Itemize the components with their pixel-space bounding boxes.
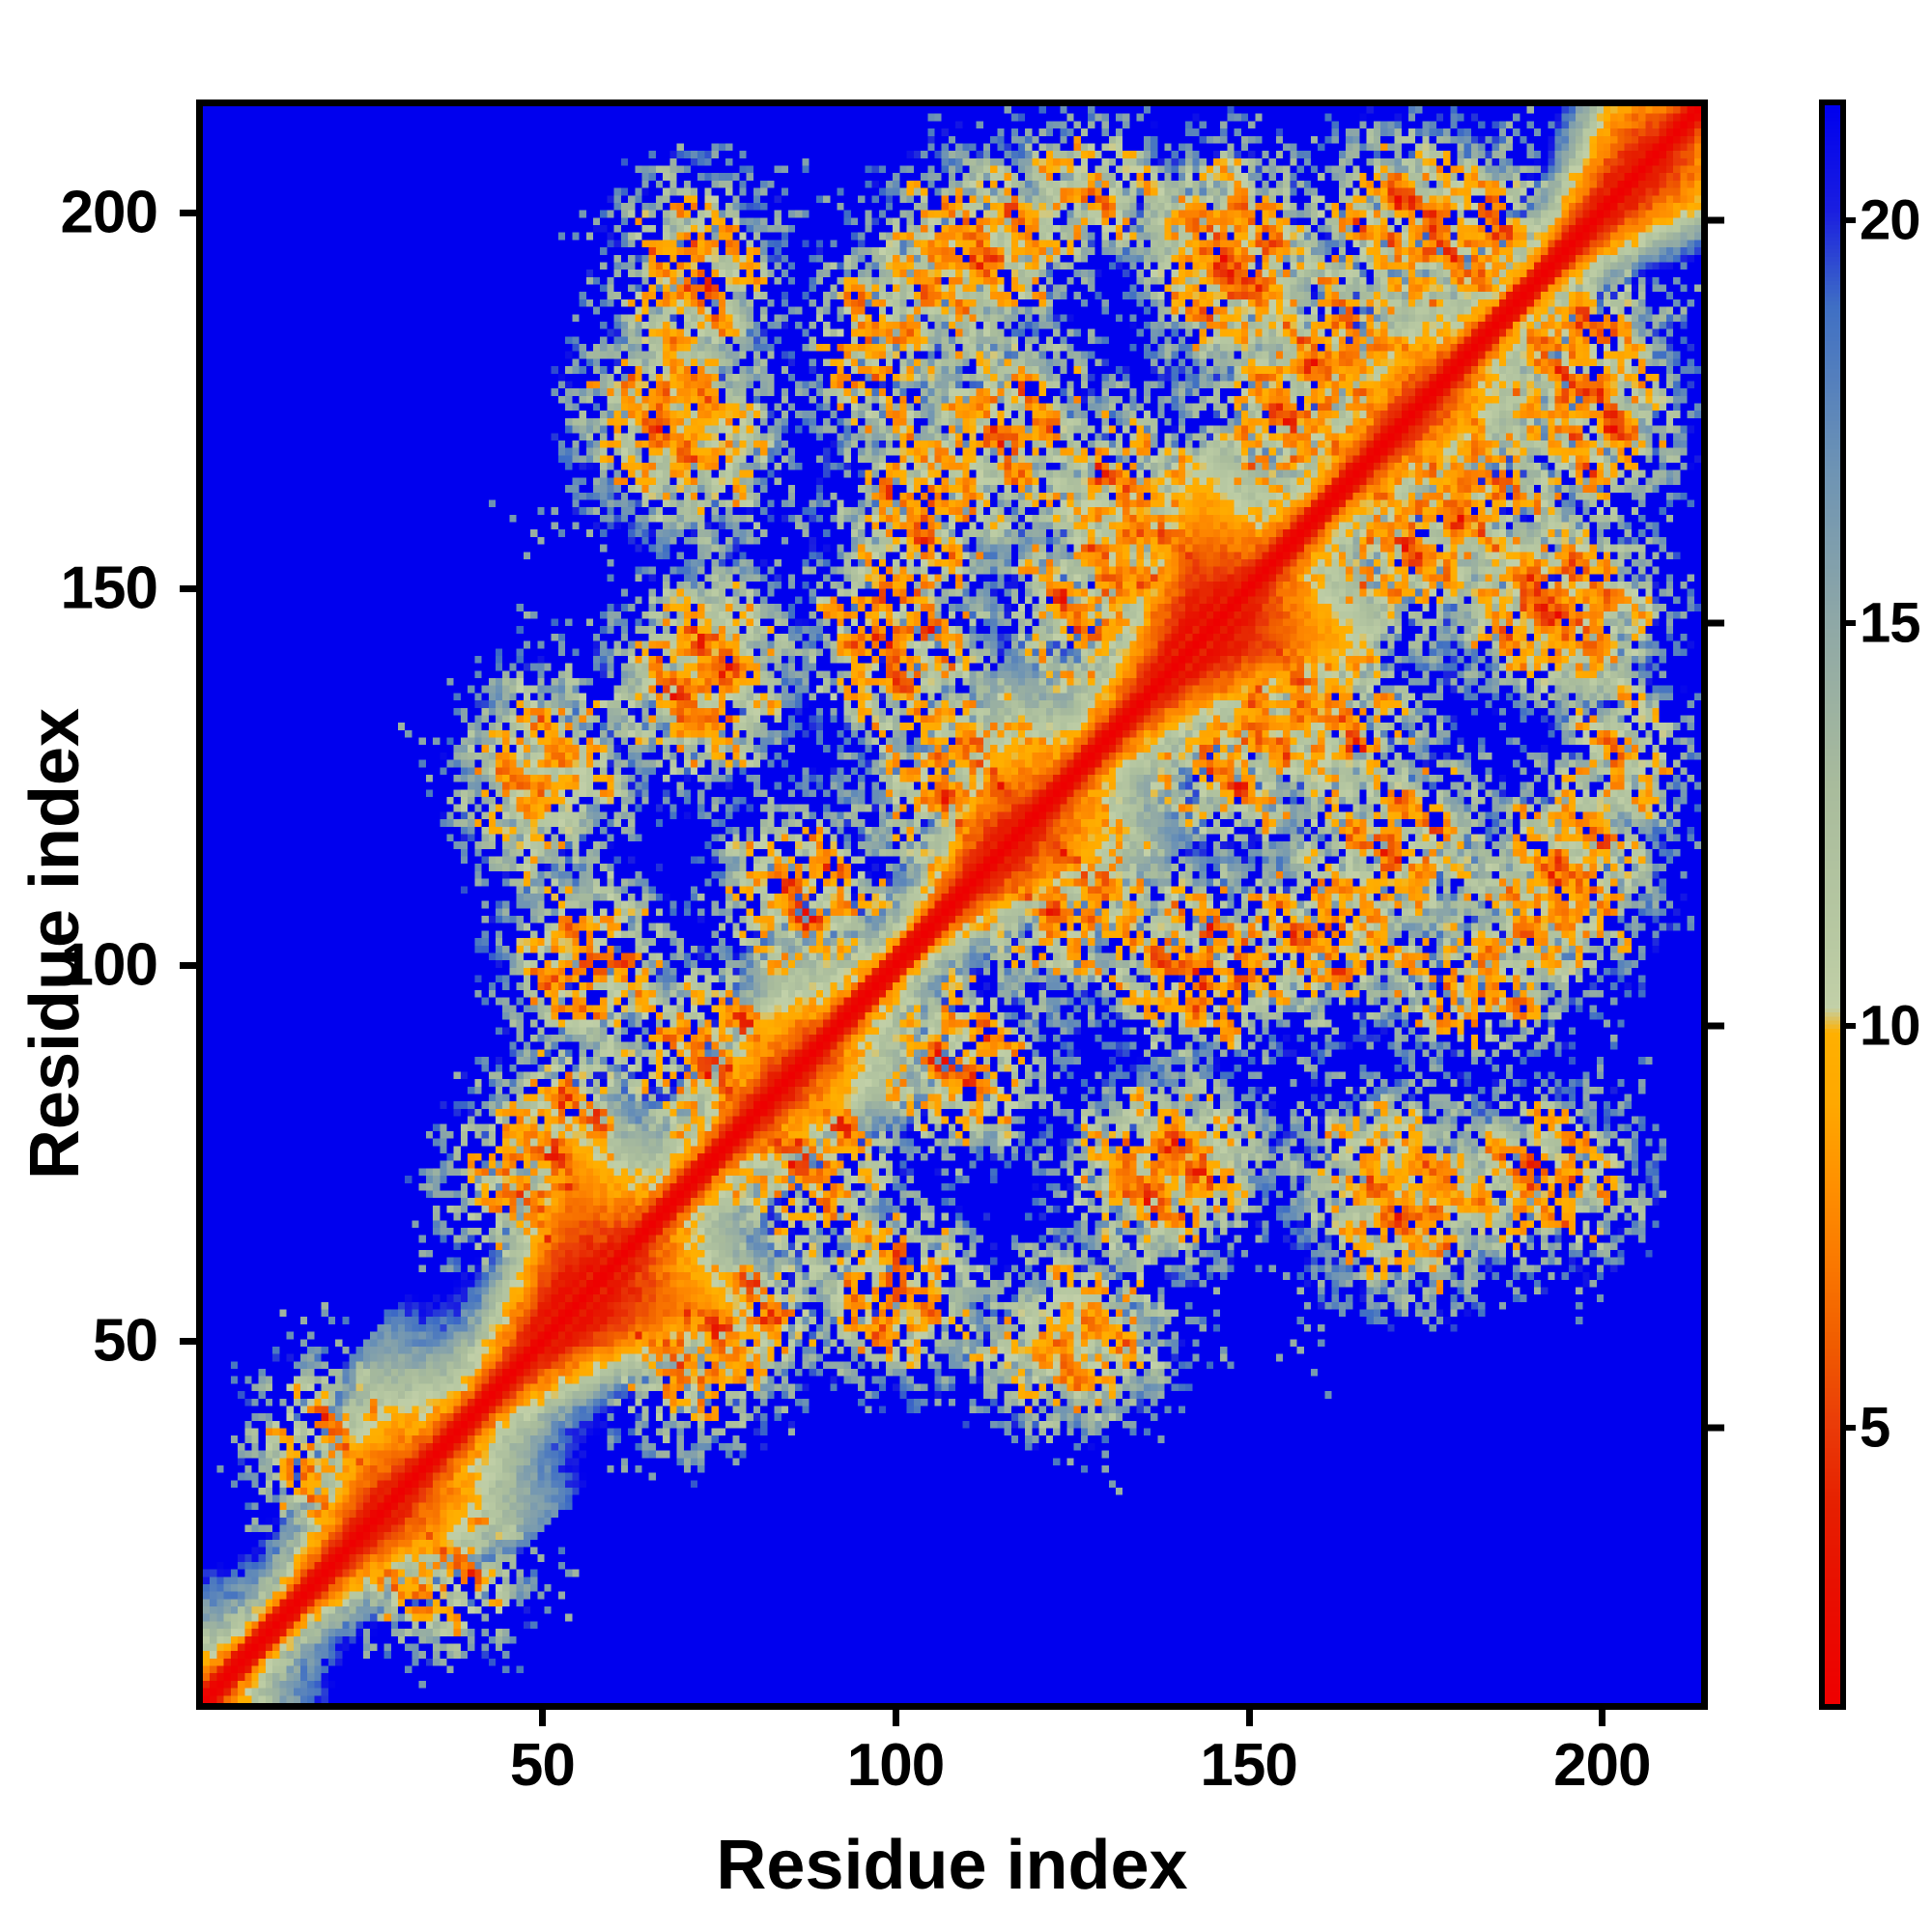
x-tick-mark [1245,1710,1253,1726]
colorbar-tick-label: 5 [1860,1396,1890,1460]
x-tick-mark [539,1710,547,1726]
y-tick-label: 200 [60,179,158,246]
x-tick-label: 150 [1200,1732,1297,1799]
x-tick-mark [892,1710,899,1726]
plot-right-tick-mark [1708,1022,1724,1030]
x-tick-label: 100 [846,1732,945,1799]
colorbar-tick-label: 15 [1860,591,1921,655]
y-tick-label: 50 [93,1307,158,1375]
y-tick-mark [180,585,196,593]
colorbar-tick-mark [1842,1425,1856,1432]
colorbar [1819,99,1846,1710]
plot-right-tick-mark [1708,1424,1724,1432]
residue-distance-heatmap [203,106,1701,1703]
colorbar-gradient [1825,105,1840,1704]
y-tick-label: 100 [60,931,158,999]
plot-right-tick-mark [1708,619,1724,627]
colorbar-tick-label: 10 [1860,994,1921,1058]
y-tick-label: 150 [60,554,158,622]
x-axis-label: Residue index [716,1827,1188,1904]
y-axis-label: Residue index [16,707,94,1180]
heatmap-plot-area [196,99,1708,1710]
plot-right-tick-mark [1708,216,1724,224]
y-tick-mark [180,961,196,969]
y-tick-mark [180,209,196,216]
x-tick-label: 200 [1553,1732,1651,1799]
x-tick-mark [1599,1710,1606,1726]
colorbar-tick-label: 20 [1860,188,1921,252]
y-tick-mark [180,1338,196,1346]
colorbar-tick-mark [1842,619,1856,626]
x-tick-label: 50 [509,1732,576,1799]
colorbar-tick-mark [1842,217,1856,224]
colorbar-tick-mark [1842,1022,1856,1029]
